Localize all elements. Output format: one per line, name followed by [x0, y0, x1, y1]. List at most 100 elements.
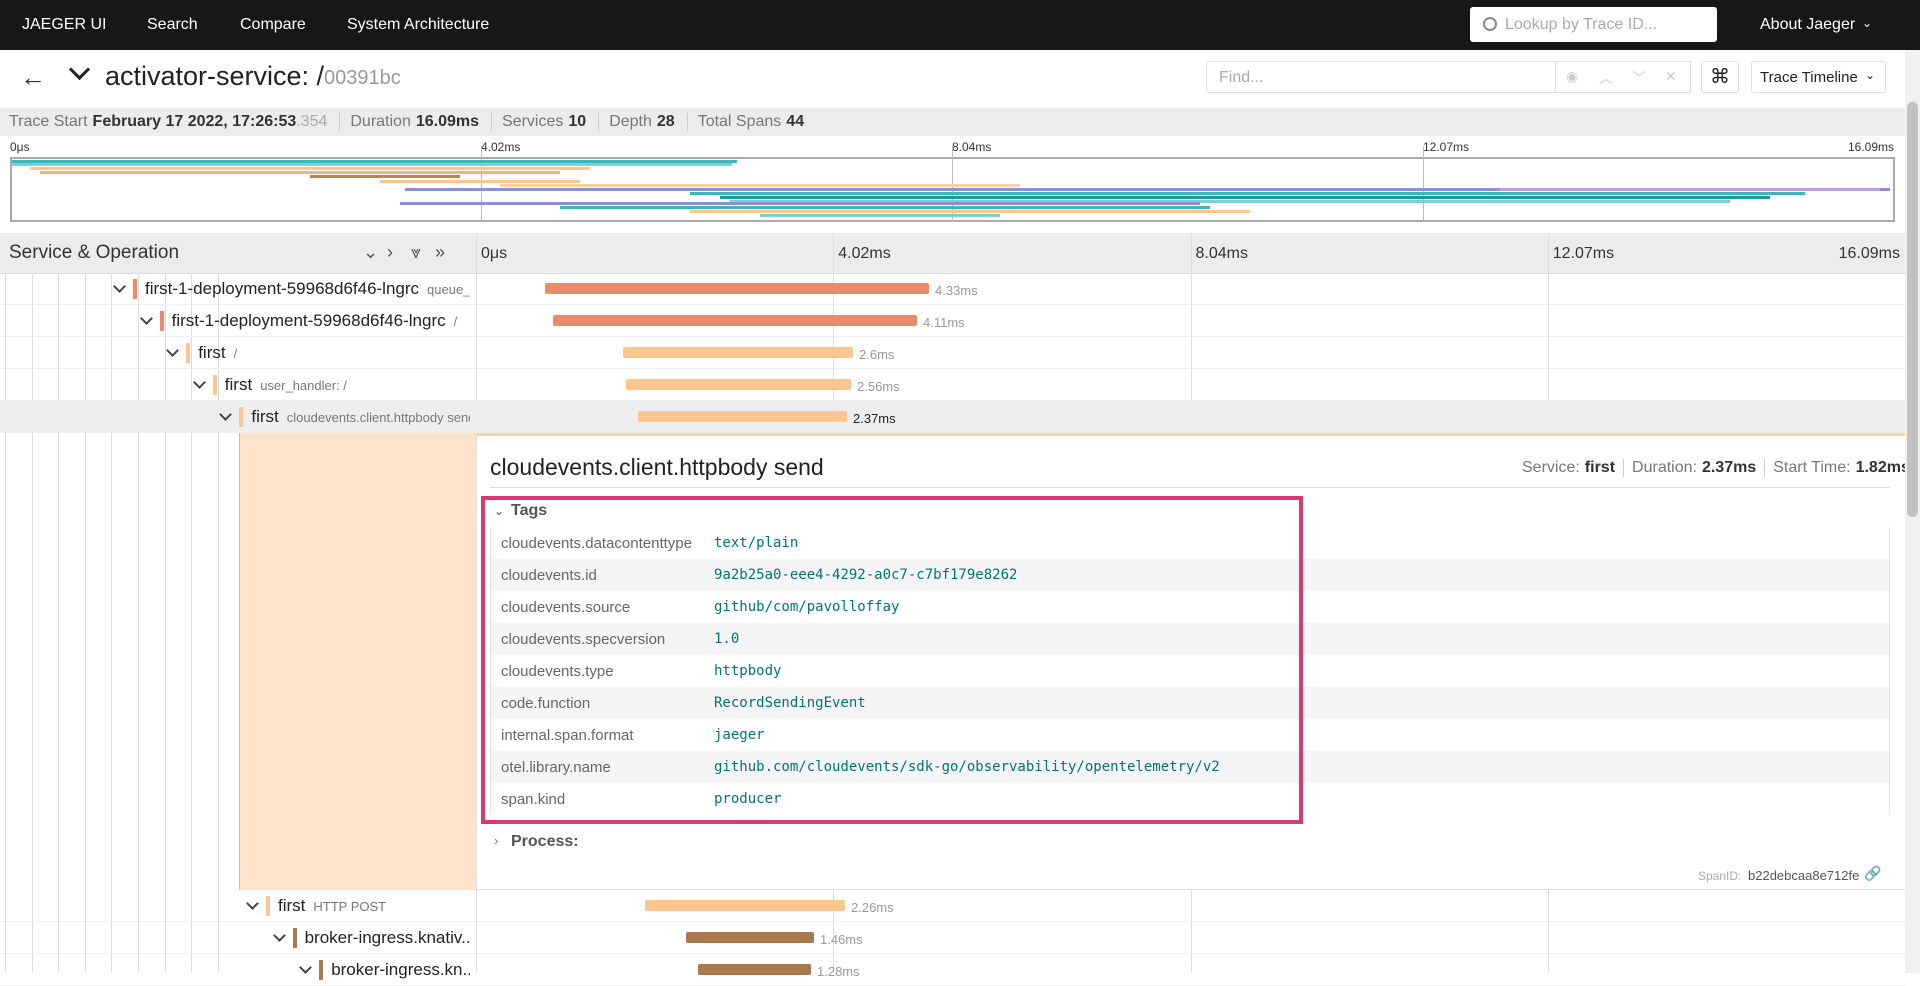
find-controls[interactable]: [1556, 61, 1691, 93]
timeline-tick: 8.04ms: [1195, 245, 1248, 262]
trace-id: 00391bc: [324, 67, 401, 89]
tag-row: [491, 559, 1889, 591]
about-caret: ⌄: [1862, 16, 1873, 30]
trace-info: Trace Start February 17 2022, 17:26:53.35…: [9, 113, 816, 131]
operation-name: queue_...: [427, 282, 470, 297]
process-toggle[interactable]: ›: [494, 833, 499, 848]
service-name: first: [278, 896, 306, 915]
minimap-span: [560, 206, 1210, 209]
minimap-tick: 4.02ms: [481, 140, 521, 154]
detail-divider: [490, 487, 1890, 488]
service-name: first: [198, 343, 226, 362]
minimap-tick: 0μs: [10, 140, 30, 154]
expand-control[interactable]: ⩔: [411, 242, 422, 262]
tags-toggle[interactable]: ⌄: [494, 504, 505, 518]
span-row[interactable]: [0, 305, 1905, 337]
expand-control[interactable]: ⌄: [363, 242, 379, 262]
tag-row: [491, 527, 1889, 559]
span-duration: 4.11ms: [923, 315, 965, 330]
timeline-tick: 4.02ms: [838, 245, 891, 262]
tag-row: [491, 783, 1889, 815]
service-color: [292, 928, 297, 948]
tag-value: text/plain: [714, 535, 799, 551]
highlight-box: [481, 496, 1303, 824]
span-name: broker-ingress.knativ...: [305, 928, 470, 948]
minimap-tick: 12.07ms: [1423, 140, 1470, 154]
scrollbar-thumb[interactable]: [1907, 102, 1918, 517]
span-row[interactable]: [0, 369, 1905, 401]
tag-key: span.kind: [501, 791, 566, 808]
span-row[interactable]: [0, 954, 1905, 986]
expand-control[interactable]: ›: [387, 242, 393, 262]
view-select[interactable]: [1751, 61, 1886, 93]
span-row[interactable]: [0, 401, 1905, 433]
tree-guide: [164, 273, 166, 973]
tag-value: 1.0: [714, 631, 740, 647]
minimap-span: [720, 196, 1770, 199]
find-input[interactable]: [1206, 61, 1556, 93]
span-row[interactable]: [0, 922, 1905, 954]
trace-info-item: Services 10: [502, 113, 600, 131]
span-duration: 2.56ms: [857, 379, 900, 394]
span-row[interactable]: [0, 273, 1905, 305]
find-control[interactable]: ﹀: [1632, 70, 1646, 86]
minimap-span: [690, 192, 1805, 195]
span-name: first cloudevents.client.httpbody send: [251, 407, 470, 427]
span-duration: 4.33ms: [935, 283, 978, 298]
trace-info-item: Trace Start February 17 2022, 17:26:53.35…: [9, 113, 341, 131]
operation-name: HTTP POST: [313, 899, 387, 914]
span-row[interactable]: [0, 890, 1905, 922]
meta-value: first: [1584, 459, 1616, 476]
operation-name: user_handler: /: [260, 378, 347, 393]
info-value: 44: [786, 113, 805, 130]
find-control[interactable]: ✕: [1665, 68, 1677, 84]
info-label: Services: [502, 113, 564, 130]
nav-link[interactable]: System Architecture: [347, 16, 490, 33]
view-label: Trace Timeline: [1760, 69, 1858, 86]
back-button[interactable]: ←: [20, 62, 46, 92]
minimap-span: [30, 167, 590, 170]
process-label[interactable]: Process:: [511, 833, 579, 850]
minimap-span: [400, 202, 1200, 205]
minimap-span: [760, 214, 1000, 217]
service-name: broker-ingress.knativ...: [304, 928, 470, 947]
span-bar: [645, 900, 845, 911]
tag-value: jaeger: [714, 727, 765, 743]
find-control[interactable]: ◉: [1566, 68, 1579, 84]
tags-label[interactable]: Tags: [511, 502, 548, 519]
meta-value: 2.37ms: [1701, 459, 1757, 476]
service-name: broker-ingress.kn...: [331, 960, 470, 979]
tag-value: producer: [714, 791, 782, 807]
tree-guide: [217, 273, 219, 973]
span-name: first-1-deployment-59968d6f46-lngrc queue…: [145, 279, 470, 299]
brand[interactable]: JAEGER UI: [22, 16, 107, 33]
meta-label: Duration:: [1632, 459, 1697, 476]
tag-value: 9a2b25a0-eee4-4292-a0c7-c7bf179e8262: [714, 567, 1018, 583]
tree-guide: [84, 273, 86, 973]
service-color: [212, 375, 217, 395]
service-color: [319, 960, 324, 980]
minimap-span: [310, 175, 460, 178]
tree-guide: [111, 273, 113, 973]
trace-search[interactable]: [1470, 7, 1717, 42]
grid-line: [1190, 233, 1192, 435]
minimap-span: [12, 163, 732, 166]
span-row[interactable]: [0, 337, 1905, 369]
search-placeholder: Lookup by Trace ID...: [1505, 16, 1658, 33]
span-id-link[interactable]: 🔗: [1864, 865, 1882, 881]
tag-value: github.com/cloudevents/sdk-go/observabil…: [714, 759, 1220, 775]
nav-link[interactable]: Search: [147, 16, 198, 33]
span-name: broker-ingress.kn...: [331, 960, 470, 980]
nav-link[interactable]: Compare: [240, 16, 306, 33]
expand-control[interactable]: »: [435, 242, 446, 262]
timeline-tick: 16.09ms: [1838, 245, 1900, 262]
span-duration: 2.37ms: [853, 411, 896, 426]
keyboard-button[interactable]: ⌘: [1701, 61, 1739, 93]
find-control[interactable]: ︿: [1599, 70, 1613, 86]
about-menu[interactable]: About Jaeger: [1760, 16, 1856, 33]
collapse-chevron[interactable]: [68, 58, 91, 81]
minimap-span: [1500, 188, 1880, 191]
span-id: b22debcaa8e712fe: [1748, 868, 1860, 883]
tree-guide: [31, 273, 33, 973]
minimap-grid: [481, 146, 482, 222]
